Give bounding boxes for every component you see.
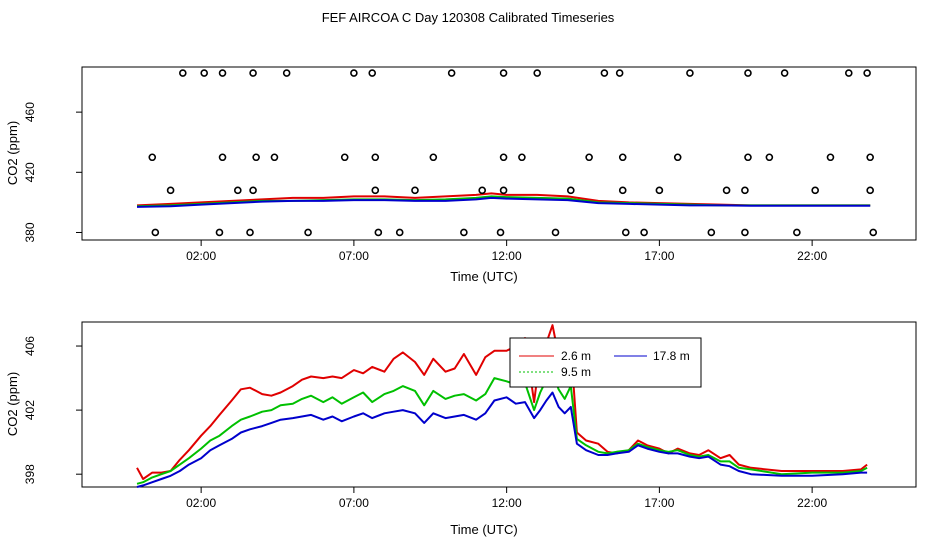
bottom-series-9-5-m <box>136 370 868 485</box>
top-series-17-8-m <box>136 196 871 208</box>
bottom-xtick-label-2: 12:00 <box>492 496 522 510</box>
top-point-45 <box>826 153 835 162</box>
top-ytick-label-0: 380 <box>23 222 37 242</box>
bottom-series-17-8-m <box>136 391 868 488</box>
top-xtick-label-0: 02:00 <box>186 249 216 263</box>
bottom-ytick-label-0: 398 <box>23 464 37 484</box>
top-point-14 <box>780 69 789 77</box>
top-point-16 <box>863 69 871 77</box>
top-point-2 <box>218 69 227 77</box>
top-point-43 <box>744 153 752 162</box>
top-plot-frame <box>81 66 917 241</box>
top-point-27 <box>722 186 731 195</box>
top-xtick-label-3: 17:00 <box>644 249 674 263</box>
top-point-26 <box>655 186 664 195</box>
bottom-xlabel: Time (UTC) <box>450 522 517 537</box>
top-point-3 <box>249 69 257 77</box>
top-point-59 <box>741 228 749 237</box>
top-point-52 <box>395 228 404 237</box>
top-point-60 <box>793 228 801 237</box>
top-point-15 <box>844 69 853 77</box>
top-point-13 <box>744 69 752 77</box>
bottom-ylabel: CO2 (ppm) <box>5 372 20 436</box>
top-point-24 <box>566 186 575 195</box>
top-point-21 <box>411 186 419 195</box>
top-point-40 <box>585 153 593 162</box>
top-point-19 <box>249 186 257 195</box>
top-point-11 <box>615 69 624 77</box>
top-point-58 <box>707 228 716 237</box>
top-point-34 <box>270 153 279 162</box>
top-point-28 <box>741 186 749 195</box>
top-point-31 <box>148 153 157 162</box>
top-point-10 <box>600 69 609 77</box>
top-point-54 <box>496 228 505 237</box>
top-point-4 <box>282 69 291 77</box>
top-plot: Time (UTC) CO2 (ppm) 02:00 07:00 12:00 17:0… <box>5 66 917 284</box>
top-point-39 <box>518 153 526 162</box>
top-point-17 <box>166 186 175 195</box>
top-xtick-label-4: 22:00 <box>797 249 827 263</box>
top-point-53 <box>460 228 468 237</box>
top-xtick-label-1: 07:00 <box>339 249 369 263</box>
top-point-41 <box>618 153 627 162</box>
bottom-plot-frame <box>81 321 917 488</box>
legend-box <box>509 337 702 388</box>
top-point-36 <box>371 153 380 162</box>
top-xtick-label-2: 12:00 <box>492 249 522 263</box>
top-point-37 <box>429 153 438 162</box>
top-point-0 <box>179 69 187 77</box>
top-point-1 <box>200 69 208 77</box>
top-point-56 <box>621 228 630 237</box>
top-ytick-label-2: 460 <box>23 102 37 122</box>
top-point-35 <box>340 153 349 162</box>
top-point-51 <box>374 228 383 237</box>
bottom-xtick-label-4: 22:00 <box>797 496 827 510</box>
top-point-7 <box>447 69 456 77</box>
top-point-55 <box>551 228 560 237</box>
top-ytick-label-1: 420 <box>23 162 37 182</box>
top-point-23 <box>499 186 508 195</box>
bottom-xtick-label-3: 17:00 <box>644 496 674 510</box>
top-point-22 <box>478 186 486 195</box>
top-point-46 <box>866 153 874 162</box>
top-point-48 <box>215 228 224 237</box>
top-point-8 <box>499 69 508 77</box>
top-point-44 <box>765 153 774 162</box>
bottom-xtick-label-1: 07:00 <box>339 496 369 510</box>
top-point-49 <box>246 228 254 237</box>
legend-label-9-5m: 9.5 m <box>561 365 591 379</box>
bottom-ytick-label-2: 406 <box>23 336 37 356</box>
legend-label-2-6m: 2.6 m <box>561 349 591 363</box>
legend-label-17-8m: 17.8 m <box>653 349 690 363</box>
top-point-57 <box>640 228 648 237</box>
top-point-6 <box>368 69 377 77</box>
top-point-18 <box>234 186 242 195</box>
top-point-29 <box>811 186 819 195</box>
top-point-47 <box>151 228 160 237</box>
legend: 2.6 m 9.5 m 17.8 m <box>509 337 702 388</box>
top-xlabel: Time (UTC) <box>450 269 517 284</box>
top-point-38 <box>499 153 508 162</box>
top-point-20 <box>371 186 380 195</box>
top-point-30 <box>866 186 874 195</box>
top-point-5 <box>350 69 358 77</box>
top-point-25 <box>618 186 627 195</box>
bottom-xtick-label-0: 02:00 <box>186 496 216 510</box>
bottom-series-2-6-m <box>136 324 868 480</box>
top-ylabel: CO2 (ppm) <box>5 121 20 185</box>
page-title: FEF AIRCOA C Day 120308 Calibrated Times… <box>321 10 615 25</box>
top-point-61 <box>869 228 878 237</box>
top-point-33 <box>252 153 260 162</box>
top-point-9 <box>533 69 541 77</box>
top-point-32 <box>218 153 227 162</box>
bottom-plot: Time (UTC) CO2 (ppm) 02:00 07:00 12:00 17:0… <box>5 321 917 537</box>
bottom-ytick-label-1: 402 <box>23 400 37 420</box>
top-point-42 <box>673 153 682 162</box>
top-point-50 <box>304 228 312 237</box>
top-point-12 <box>686 69 694 77</box>
